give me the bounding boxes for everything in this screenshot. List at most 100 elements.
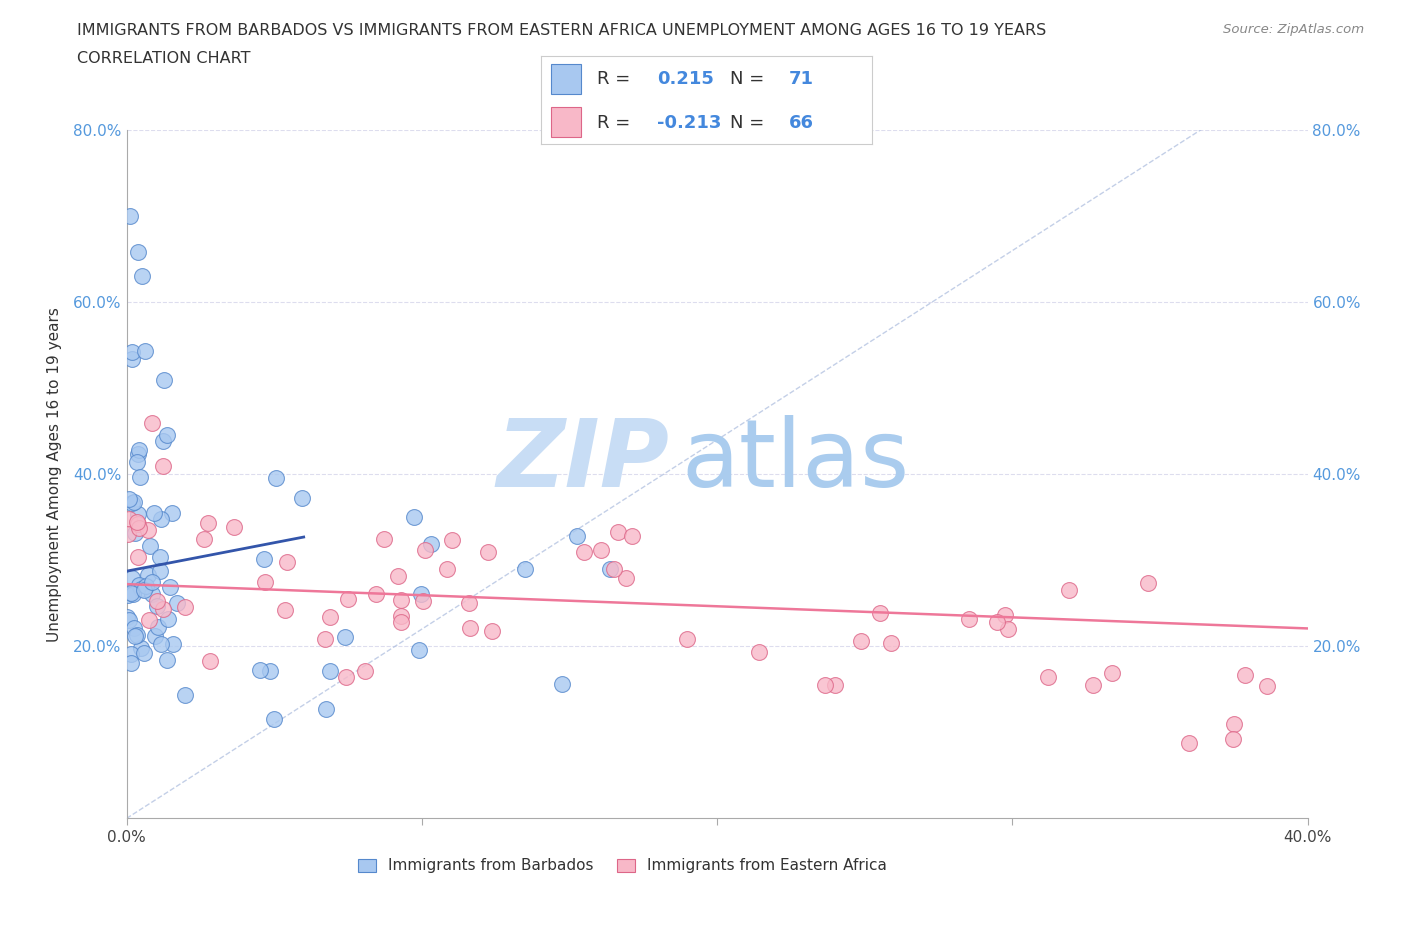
Point bbox=[366, 586, 388, 601]
Point bbox=[118, 208, 141, 223]
Point bbox=[335, 670, 357, 684]
Point bbox=[419, 537, 441, 551]
Point bbox=[869, 605, 891, 620]
Point bbox=[880, 635, 903, 650]
Point bbox=[152, 458, 174, 473]
Point bbox=[138, 613, 160, 628]
Point bbox=[387, 569, 409, 584]
Point bbox=[174, 600, 197, 615]
Point bbox=[336, 592, 359, 607]
Point bbox=[1083, 677, 1105, 692]
Point bbox=[149, 550, 172, 565]
Point bbox=[149, 564, 172, 578]
Point bbox=[159, 579, 181, 594]
Point bbox=[121, 352, 143, 366]
Text: 66: 66 bbox=[789, 114, 814, 132]
Point bbox=[354, 664, 377, 679]
Point bbox=[748, 644, 770, 659]
Point bbox=[814, 677, 837, 692]
Point bbox=[266, 471, 288, 485]
Text: N =: N = bbox=[730, 70, 769, 87]
Text: CORRELATION CHART: CORRELATION CHART bbox=[77, 51, 250, 66]
Point bbox=[160, 506, 183, 521]
Point bbox=[402, 510, 425, 525]
Point bbox=[315, 701, 337, 716]
Point bbox=[373, 532, 395, 547]
Point bbox=[120, 656, 142, 671]
Point bbox=[127, 507, 149, 522]
Point bbox=[128, 443, 150, 458]
Point bbox=[481, 624, 503, 639]
Point bbox=[477, 545, 499, 560]
Text: Source: ZipAtlas.com: Source: ZipAtlas.com bbox=[1223, 23, 1364, 36]
Point bbox=[156, 428, 179, 443]
Point bbox=[145, 629, 167, 644]
Point bbox=[141, 575, 163, 590]
Point bbox=[565, 528, 588, 543]
Point bbox=[589, 543, 612, 558]
Point bbox=[120, 586, 142, 601]
Point bbox=[124, 525, 146, 540]
Point bbox=[152, 602, 174, 617]
Point bbox=[1222, 732, 1244, 747]
Point bbox=[157, 612, 180, 627]
Point bbox=[224, 519, 246, 534]
Point bbox=[1136, 576, 1159, 591]
Point bbox=[1223, 716, 1246, 731]
Point bbox=[150, 512, 173, 526]
Point bbox=[162, 636, 184, 651]
FancyBboxPatch shape bbox=[551, 107, 581, 137]
Point bbox=[118, 492, 141, 507]
Point bbox=[253, 551, 276, 566]
Point bbox=[128, 521, 150, 536]
Point bbox=[314, 631, 336, 646]
Point bbox=[408, 642, 430, 657]
Text: R =: R = bbox=[598, 114, 637, 132]
Point bbox=[132, 645, 155, 660]
Point bbox=[676, 631, 699, 646]
Point bbox=[127, 516, 149, 531]
Point bbox=[122, 495, 145, 510]
Point bbox=[150, 637, 173, 652]
Point bbox=[127, 245, 149, 259]
Text: 71: 71 bbox=[789, 70, 814, 87]
Point bbox=[128, 470, 150, 485]
Point bbox=[166, 595, 188, 610]
Point bbox=[1234, 667, 1257, 682]
Point bbox=[458, 620, 481, 635]
Point bbox=[122, 620, 145, 635]
Point bbox=[254, 575, 277, 590]
Point bbox=[121, 646, 143, 661]
Point bbox=[129, 640, 152, 655]
Point bbox=[127, 446, 149, 461]
Point bbox=[572, 545, 595, 560]
Point bbox=[117, 527, 139, 542]
Point bbox=[198, 654, 221, 669]
Point bbox=[135, 579, 157, 594]
Text: N =: N = bbox=[730, 114, 769, 132]
Text: R =: R = bbox=[598, 70, 637, 87]
Point bbox=[249, 662, 271, 677]
Point bbox=[124, 629, 146, 644]
Point bbox=[389, 592, 412, 607]
Point bbox=[153, 372, 176, 387]
Point bbox=[997, 622, 1019, 637]
Point bbox=[146, 599, 169, 614]
Point bbox=[129, 581, 152, 596]
Point bbox=[621, 529, 644, 544]
Point bbox=[128, 578, 150, 592]
Point bbox=[1101, 666, 1123, 681]
Point bbox=[333, 630, 356, 644]
Point bbox=[389, 615, 412, 630]
Point bbox=[152, 433, 174, 448]
Point bbox=[603, 561, 626, 576]
Text: atlas: atlas bbox=[682, 415, 910, 507]
Point bbox=[957, 612, 980, 627]
Point bbox=[259, 663, 281, 678]
Text: ZIP: ZIP bbox=[496, 415, 669, 507]
Point bbox=[436, 561, 458, 576]
Point bbox=[117, 587, 139, 602]
Point bbox=[413, 542, 436, 557]
Point bbox=[614, 570, 637, 585]
Point bbox=[1057, 582, 1080, 597]
